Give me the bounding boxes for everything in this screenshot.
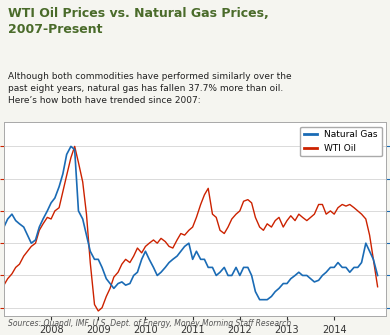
Text: Sources: Quandl, IMF, U.S. Dept. of Energy, Money Morning Staff Research: Sources: Quandl, IMF, U.S. Dept. of Ener… <box>8 319 291 328</box>
Text: Although both commodities have performed similarly over the
past eight years, na: Although both commodities have performed… <box>8 72 291 105</box>
Text: WTI Oil Prices vs. Natural Gas Prices,
2007-Present: WTI Oil Prices vs. Natural Gas Prices, 2… <box>8 7 268 36</box>
Legend: Natural Gas, WTI Oil: Natural Gas, WTI Oil <box>300 127 381 156</box>
